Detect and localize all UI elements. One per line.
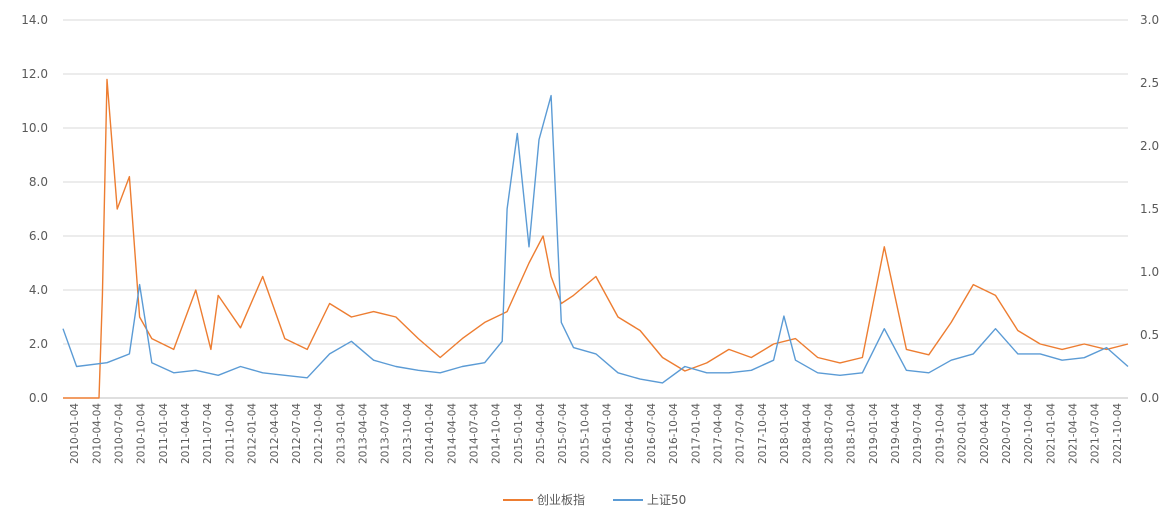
y-left-tick-label: 10.0: [21, 121, 48, 135]
y-right-tick-label: 3.0: [1140, 13, 1159, 27]
y-axis-right: 0.0 0.5 1.0 1.5 2.0 2.5 3.0: [1140, 13, 1159, 405]
x-tick-label: 2013-07-04: [380, 403, 392, 464]
x-tick-label: 2015-07-04: [557, 403, 569, 464]
x-tick-label: 2021-07-04: [1090, 403, 1102, 464]
x-tick-label: 2010-10-04: [136, 403, 148, 464]
x-tick-label: 2011-07-04: [202, 403, 214, 464]
x-tick-label: 2013-04-04: [358, 403, 370, 464]
x-tick-label: 2018-04-04: [801, 403, 813, 464]
y-right-tick-label: 2.5: [1140, 76, 1159, 90]
x-tick-label: 2011-01-04: [158, 403, 170, 464]
x-tick-label: 2020-01-04: [957, 403, 969, 464]
x-tick-label: 2010-01-04: [69, 403, 81, 464]
x-tick-label: 2012-01-04: [247, 403, 259, 464]
x-tick-label: 2017-07-04: [735, 403, 747, 464]
x-tick-label: 2020-07-04: [1001, 403, 1013, 464]
y-left-tick-label: 6.0: [29, 229, 48, 243]
y-left-tick-label: 4.0: [29, 283, 48, 297]
legend-label-series-1: 创业板指: [537, 492, 585, 507]
y-axis-left: 0.0 2.0 4.0 6.0 8.0 10.0 12.0 14.0: [21, 13, 48, 405]
y-left-tick-label: 14.0: [21, 13, 48, 27]
x-tick-label: 2017-10-04: [757, 403, 769, 464]
x-tick-label: 2018-01-04: [779, 403, 791, 464]
y-left-tick-label: 2.0: [29, 337, 48, 351]
x-tick-label: 2019-04-04: [890, 403, 902, 464]
legend: 创业板指 上证50: [503, 492, 686, 507]
x-tick-label: 2021-01-04: [1045, 403, 1057, 464]
x-tick-label: 2011-04-04: [180, 403, 192, 464]
x-tick-label: 2011-10-04: [224, 403, 236, 464]
x-tick-label: 2014-04-04: [446, 403, 458, 464]
x-tick-label: 2014-01-04: [424, 403, 436, 464]
y-left-tick-label: 8.0: [29, 175, 48, 189]
x-tick-label: 2015-04-04: [535, 403, 547, 464]
series-line-1: [63, 78, 1129, 399]
y-left-tick-label: 12.0: [21, 67, 48, 81]
x-tick-label: 2021-04-04: [1068, 403, 1080, 464]
x-tick-label: 2020-10-04: [1023, 403, 1035, 464]
x-tick-label: 2018-10-04: [846, 403, 858, 464]
x-tick-label: 2019-10-04: [934, 403, 946, 464]
gridlines: [63, 19, 1128, 399]
x-tick-label: 2017-04-04: [713, 403, 725, 464]
legend-label-series-2: 上证50: [647, 493, 686, 507]
x-tick-label: 2019-01-04: [868, 403, 880, 464]
y-left-tick-label: 0.0: [29, 391, 48, 405]
series-line-2: [62, 94, 1129, 384]
x-tick-label: 2014-10-04: [491, 403, 503, 464]
x-tick-label: 2013-01-04: [335, 403, 347, 464]
x-tick-label: 2012-10-04: [313, 403, 325, 464]
x-tick-label: 2021-10-04: [1112, 403, 1124, 464]
x-axis: 2010-01-04 2010-04-04 2010-07-04 2010-10-04…: [63, 397, 1128, 464]
y-right-tick-label: 0.0: [1140, 391, 1159, 405]
y-right-tick-label: 1.0: [1140, 265, 1159, 279]
x-tick-label: 2016-04-04: [624, 403, 636, 464]
x-tick-label: 2018-07-04: [823, 403, 835, 464]
x-tick-label: 2015-10-04: [579, 403, 591, 464]
x-tick-label: 2010-04-04: [91, 403, 103, 464]
x-tick-label: 2020-04-04: [979, 403, 991, 464]
x-tick-label: 2012-04-04: [269, 403, 281, 464]
x-tick-label: 2014-07-04: [468, 403, 480, 464]
series-lines: [62, 78, 1129, 399]
y-right-tick-label: 2.0: [1140, 139, 1159, 153]
x-tick-label: 2012-07-04: [291, 403, 303, 464]
x-tick-label: 2019-07-04: [912, 403, 924, 464]
x-tick-label: 2016-10-04: [668, 403, 680, 464]
x-tick-label: 2017-01-04: [690, 403, 702, 464]
y-right-tick-label: 1.5: [1140, 202, 1159, 216]
x-tick-label: 2016-07-04: [646, 403, 658, 464]
x-tick-label: 2013-10-04: [402, 403, 414, 464]
x-tick-label: 2016-01-04: [602, 403, 614, 464]
x-tick-label: 2010-07-04: [113, 403, 125, 464]
y-right-tick-label: 0.5: [1140, 328, 1159, 342]
x-tick-label: 2015-01-04: [513, 403, 525, 464]
